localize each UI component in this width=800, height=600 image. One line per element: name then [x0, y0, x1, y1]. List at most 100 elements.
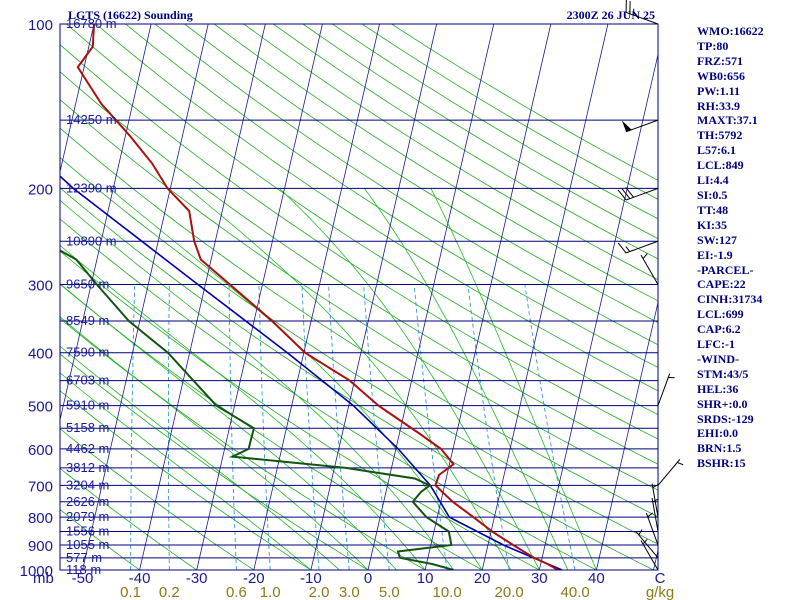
wind-barb-shaft — [640, 540, 659, 571]
temperature-tick-label: 40 — [588, 570, 605, 587]
temperature-tick-label: -10 — [300, 570, 322, 587]
index-item: LCL:849 — [697, 158, 744, 173]
mixing-ratio-line — [413, 284, 448, 570]
pressure-unit-label: mb — [33, 570, 54, 587]
index-item: HEL:36 — [697, 381, 739, 396]
wind-barb-half — [652, 498, 659, 503]
temperature-tick-label: 10 — [417, 570, 434, 587]
height-label: 14250 m — [66, 112, 117, 127]
index-item: PW:1.11 — [697, 83, 741, 98]
wind-barb-shaft — [625, 187, 659, 201]
index-item: CAPE:22 — [697, 277, 746, 292]
height-label: 7590 m — [66, 345, 109, 360]
pressure-tick-label: 100 — [28, 17, 53, 34]
height-label: 118 m — [66, 562, 101, 577]
mixing-ratio-label: 0.6 — [226, 584, 247, 600]
wind-barb-shaft — [635, 531, 659, 559]
height-label: 8549 m — [66, 313, 109, 328]
mixing-ratio-line — [301, 284, 320, 570]
wind-barb-half — [625, 246, 631, 252]
isotherm — [60, 24, 152, 422]
pressure-tick-label: 1000 — [20, 563, 53, 580]
isotherm — [596, 300, 658, 570]
wind-barb-half — [642, 538, 648, 545]
height-label: 9650 m — [66, 277, 109, 292]
height-label: 6703 m — [66, 373, 109, 388]
height-label: 4462 m — [66, 441, 109, 456]
wind-barb-flag — [621, 120, 632, 132]
temperature-tick-label: 20 — [474, 570, 491, 587]
wind-barb — [617, 240, 659, 254]
temperature-tick-label: 0 — [364, 570, 372, 587]
index-item: SW:127 — [697, 232, 738, 247]
index-item: SRDS:-129 — [697, 411, 754, 426]
wind-barb-shaft — [645, 512, 659, 546]
wind-barb-shaft — [657, 373, 671, 406]
height-label: 2079 m — [66, 509, 109, 524]
index-item: FRZ:571 — [697, 53, 743, 68]
wind-barb — [645, 512, 659, 546]
wind-barb-half — [638, 529, 643, 536]
temperature-tick-label: 30 — [531, 570, 548, 587]
height-label: 2626 m — [66, 494, 109, 509]
height-label: 5158 m — [66, 420, 109, 435]
mixing-ratio-line — [258, 284, 271, 570]
chart-datetime: 2300Z 26 JUN 25 — [567, 8, 655, 22]
wind-barb-full — [621, 188, 631, 199]
wind-barb-full — [617, 242, 627, 254]
isotherm — [367, 24, 495, 570]
wind-barb-half — [647, 512, 654, 518]
index-item: WMO:16622 — [697, 24, 764, 38]
isotherm — [310, 24, 438, 570]
wind-barbs — [617, 0, 684, 571]
mixing-ratio-line — [228, 284, 237, 570]
height-label: 5910 m — [66, 398, 109, 413]
indices-panel: WMO:16622 TP:80 FRZ:571 WB0:656 PW:1.11 RH:33… — [697, 24, 797, 471]
pressure-tick-label: 300 — [28, 278, 53, 295]
wind-barb-shaft — [651, 497, 659, 532]
isotherm — [82, 24, 209, 570]
wind-barb-half — [677, 461, 684, 466]
temperature-tick-label: -30 — [186, 570, 208, 587]
background-lines — [60, 24, 658, 570]
mixing-ratio-label: 2.0 — [309, 584, 330, 600]
isotherm — [424, 24, 552, 570]
isotherm — [481, 24, 609, 570]
pressure-tick-label: 600 — [28, 442, 53, 459]
wind-barb-shaft — [625, 11, 659, 25]
height-label: 1055 m — [66, 537, 109, 552]
index-item: SI:0.5 — [697, 187, 728, 202]
height-label: 3812 m — [66, 460, 109, 475]
index-item: CINH:31734 — [697, 292, 763, 307]
temperature-tick-label: -20 — [243, 570, 265, 587]
wind-barb — [617, 187, 659, 201]
moist-adiabat — [60, 316, 369, 570]
index-item: BSHR:15 — [697, 456, 746, 471]
wind-barb-half — [642, 253, 648, 259]
height-label: 12390 m — [66, 180, 117, 195]
index-item: -PARCEL- — [697, 262, 754, 277]
wind-barb — [640, 538, 659, 571]
index-item: RH:33.9 — [697, 98, 740, 113]
wind-barb-shaft — [657, 459, 681, 486]
wind-barb-shaft — [625, 240, 659, 254]
index-item: SHR+:0.0 — [697, 396, 748, 411]
height-label: 3204 m — [66, 477, 109, 492]
mixing-ratio-label: 0.1 — [120, 584, 141, 600]
wind-barb-full — [625, 187, 634, 198]
index-item: EHI:0.0 — [697, 426, 739, 441]
wind-barb — [651, 497, 659, 532]
mixing-ratio-label: 1.0 — [260, 584, 281, 600]
isotherm — [196, 24, 323, 570]
index-item: L57:6.1 — [697, 143, 736, 158]
moist-adiabat — [109, 188, 483, 570]
isotherm — [538, 52, 658, 570]
index-item: LCL:699 — [697, 307, 744, 322]
parcel-trace — [60, 175, 563, 570]
height-label: 577 m — [66, 550, 102, 565]
dry-adiabat — [60, 44, 658, 440]
moist-adiabat — [60, 283, 397, 570]
index-item: CAP:6.2 — [697, 322, 741, 337]
